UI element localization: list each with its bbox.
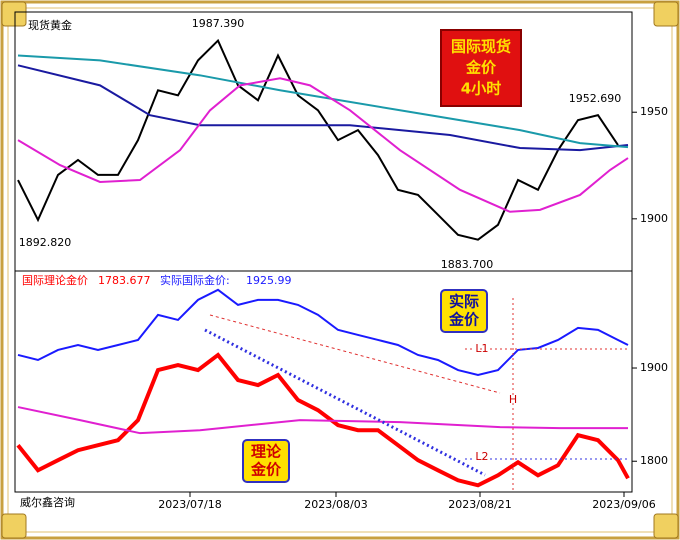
label: 国际理论金价 [22, 273, 88, 287]
badge-text: 金价 [250, 461, 282, 479]
series-line [17, 288, 629, 377]
label: 实际国际金价: [160, 273, 230, 287]
label: H [509, 393, 517, 406]
label: L1 [475, 342, 488, 355]
badge-box [440, 29, 522, 107]
y-tick-label: 1800 [640, 454, 668, 467]
trend-line [209, 314, 501, 394]
series-line [16, 352, 630, 488]
label: L2 [475, 450, 488, 463]
series-line [17, 77, 629, 213]
badge-text: 金价 [448, 311, 480, 329]
label: 1952.690 [569, 92, 622, 105]
badge-text: 金价 [465, 59, 497, 77]
y-tick-label: 1900 [640, 361, 668, 374]
plot-border [14, 11, 633, 493]
label: 1925.99 [246, 274, 292, 287]
badge-text: 国际现货 [451, 38, 511, 56]
badge-text: 4小时 [461, 80, 501, 98]
label: 1892.820 [19, 236, 72, 249]
badge-box [440, 289, 488, 333]
series-line [17, 54, 629, 149]
label: 现货黄金 [28, 18, 72, 32]
series-line [17, 38, 619, 241]
inner-frame [7, 7, 673, 533]
badge-text: 实际 [449, 293, 479, 311]
badge: 理论金价 [242, 439, 290, 483]
x-tick-label: 2023/08/03 [304, 498, 367, 511]
badge-text: 理论 [251, 443, 282, 461]
y-tick-label: 1900 [640, 212, 668, 225]
y-tick-label: 1950 [640, 105, 668, 118]
label: 威尔鑫咨询 [20, 495, 75, 509]
label: 1987.390 [192, 17, 245, 30]
series-line [17, 64, 629, 152]
label: 1783.677 [98, 274, 151, 287]
x-tick-label: 2023/09/06 [592, 498, 655, 511]
x-tick-label: 2023/08/21 [448, 498, 511, 511]
label: 1883.700 [441, 258, 494, 271]
x-tick-label: 2023/07/18 [158, 498, 221, 511]
badge-box [242, 439, 290, 483]
series-line [17, 406, 628, 435]
